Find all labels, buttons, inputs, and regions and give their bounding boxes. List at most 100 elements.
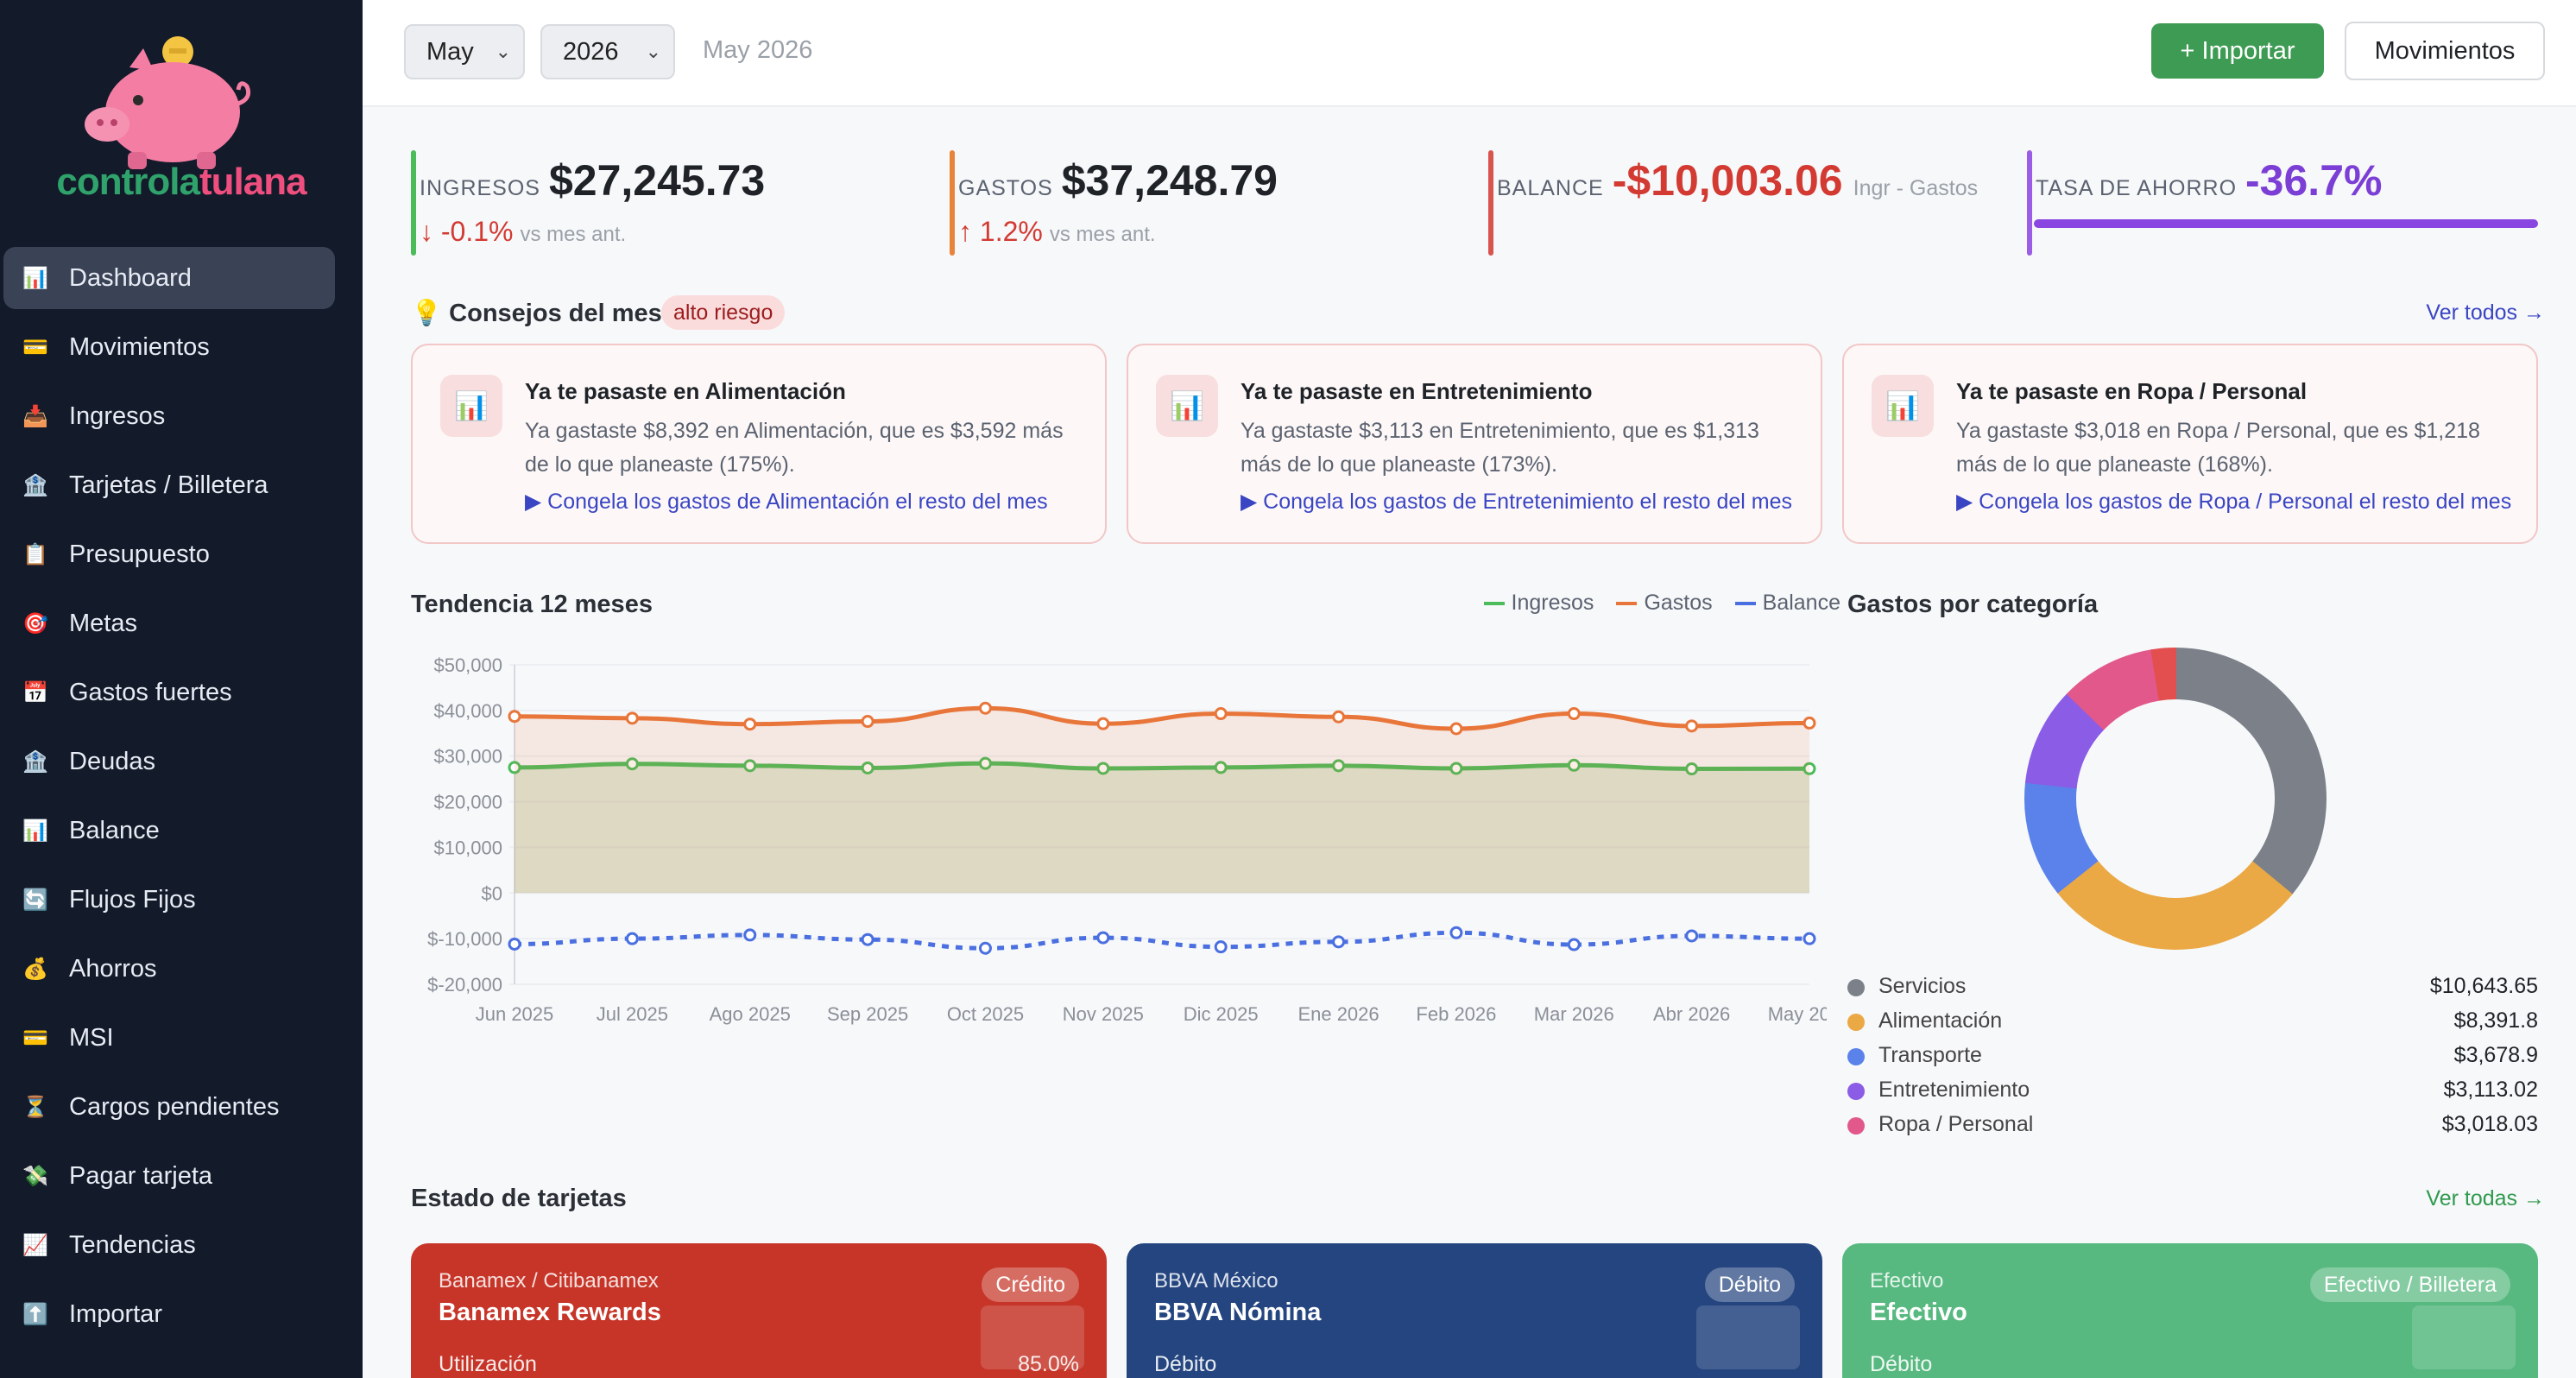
donut-slice: [2056, 859, 2293, 950]
kpi-label: TASA DE AHORRO: [2036, 176, 2238, 200]
tip-card[interactable]: 📊 Ya te pasaste en Alimentación Ya gastast…: [411, 344, 1107, 544]
category-dot: [1847, 1048, 1865, 1065]
card-chip-icon: [1696, 1305, 1800, 1369]
data-point: [1685, 719, 1699, 733]
sidebar-item[interactable]: 📋 Presupuesto: [3, 523, 335, 585]
data-point: [508, 710, 521, 724]
data-point: [861, 715, 874, 729]
kpi-sub: vs mes ant.: [520, 223, 627, 246]
legend-item: Gastos: [1616, 591, 1713, 616]
sidebar-item-label: Movimientos: [69, 332, 210, 361]
x-tick-label: Abr 2026: [1653, 1003, 1730, 1025]
trend-legend: Ingresos Gastos Balance: [1483, 591, 1840, 616]
month-select[interactable]: May ⌄: [404, 24, 525, 79]
nav-icon: 💰: [22, 957, 48, 981]
movements-button[interactable]: Movimientos: [2345, 22, 2545, 80]
legend-label: Ingresos: [1511, 591, 1594, 615]
cards-view-all-link[interactable]: Ver todas →: [2426, 1186, 2545, 1210]
tips-title: 💡 Consejos del mes: [411, 300, 662, 327]
card-bank: Banamex / Citibanamex: [439, 1269, 659, 1293]
sidebar-item[interactable]: 📈 Tendencias: [3, 1214, 335, 1276]
data-point: [1449, 722, 1463, 736]
sidebar-item[interactable]: ⬆️ Importar: [3, 1283, 335, 1345]
nav-icon: ⬆️: [22, 1302, 48, 1326]
sidebar-item-label: MSI: [69, 1023, 114, 1052]
nav-icon: 📥: [22, 404, 48, 428]
tip-body: Ya gastaste $3,113 en Entretenimiento, q…: [1241, 419, 1759, 477]
account-card[interactable]: Efectivo Efectivo Efectivo / Billetera Débi…: [1842, 1243, 2538, 1378]
category-dot: [1847, 979, 1865, 996]
sidebar-item[interactable]: 📥 Ingresos: [3, 385, 335, 447]
card-bank: Efectivo: [1870, 1269, 1944, 1293]
tip-action-link[interactable]: ▶ Congela los gastos de Alimentación el …: [525, 490, 1048, 514]
sidebar-item-label: Importar: [69, 1299, 162, 1328]
category-row[interactable]: Transporte $3,678.9: [1847, 1041, 2538, 1076]
kpi-gastos: GASTOS $37,248.79 ↑ 1.2% vs mes ant.: [950, 150, 1433, 256]
tip-action-link[interactable]: ▶ Congela los gastos de Ropa / Personal …: [1956, 490, 2512, 514]
data-point: [1214, 940, 1228, 954]
sidebar-item[interactable]: ⏳ Cargos pendientes: [3, 1076, 335, 1138]
sidebar-item[interactable]: 🎯 Metas: [3, 592, 335, 654]
sidebar-item[interactable]: 🔄 Flujos Fijos: [3, 869, 335, 931]
sidebar-item[interactable]: 📊 Balance: [3, 800, 335, 862]
card-name: Banamex Rewards: [439, 1299, 661, 1326]
category-row[interactable]: Entretenimiento $3,113.02: [1847, 1076, 2538, 1110]
x-tick-label: Oct 2025: [947, 1003, 1024, 1025]
data-point: [1096, 931, 1110, 945]
sidebar-item[interactable]: 📅 Gastos fuertes: [3, 661, 335, 724]
kpi-delta: ↑ 1.2%: [958, 216, 1043, 247]
tips-view-all-link[interactable]: Ver todos →: [2426, 300, 2545, 325]
category-name: Transporte: [1878, 1043, 1982, 1067]
data-point: [1803, 762, 1816, 775]
sidebar-item[interactable]: 📊 Dashboard: [3, 247, 335, 309]
data-point: [508, 761, 521, 774]
import-button[interactable]: + Importar: [2151, 23, 2324, 79]
category-amount: $3,678.9: [2453, 1043, 2538, 1067]
data-point: [978, 701, 992, 715]
account-card[interactable]: BBVA México BBVA Nómina Débito Débito: [1127, 1243, 1822, 1378]
card-type-badge: Crédito: [982, 1267, 1079, 1302]
sidebar-item[interactable]: 💳 Movimientos: [3, 316, 335, 378]
kpi-value: $37,248.79: [1061, 156, 1278, 205]
data-point: [1332, 710, 1346, 724]
brand-wordmark: controlatulana: [56, 161, 306, 203]
data-point: [1096, 717, 1110, 730]
card-type-badge: Efectivo / Billetera: [2309, 1267, 2510, 1302]
tip-body: Ya gastaste $3,018 en Ropa / Personal, q…: [1956, 419, 2480, 477]
nav-icon: 📊: [22, 266, 48, 290]
x-tick-label: Feb 2026: [1416, 1003, 1496, 1025]
card-util-value: 85.0%: [1018, 1352, 1079, 1376]
sidebar-item[interactable]: 🏦 Deudas: [3, 730, 335, 793]
x-tick-label: May 2026: [1768, 1003, 1827, 1025]
tip-body: Ya gastaste $8,392 en Alimentación, que …: [525, 419, 1064, 477]
category-row[interactable]: Ropa / Personal $3,018.03: [1847, 1110, 2538, 1145]
sidebar-item[interactable]: 💳 MSI: [3, 1007, 335, 1069]
tip-card[interactable]: 📊 Ya te pasaste en Entretenimiento Ya gast…: [1127, 344, 1822, 544]
year-select[interactable]: 2026 ⌄: [540, 24, 675, 79]
x-tick-label: Ene 2026: [1297, 1003, 1379, 1025]
kpi-sub: Ingr - Gastos: [1853, 176, 1979, 200]
account-card[interactable]: Banamex / Citibanamex Banamex Rewards Créd…: [411, 1243, 1107, 1378]
tip-action-link[interactable]: ▶ Congela los gastos de Entretenimiento …: [1241, 490, 1793, 514]
data-point: [1567, 938, 1581, 951]
data-point: [743, 759, 757, 773]
nav-icon: 📋: [22, 542, 48, 566]
sidebar-item-label: Deudas: [69, 747, 155, 775]
sidebar-item[interactable]: 💸 Pagar tarjeta: [3, 1145, 335, 1207]
sidebar-item[interactable]: 🏦 Tarjetas / Billetera: [3, 454, 335, 516]
legend-label: Balance: [1762, 591, 1840, 615]
data-point: [1685, 762, 1699, 776]
category-row[interactable]: Alimentación $8,391.8: [1847, 1007, 2538, 1041]
data-point: [1685, 929, 1699, 943]
sidebar-item-label: Metas: [69, 609, 137, 637]
sidebar-item-label: Ingresos: [69, 401, 166, 430]
sidebar-item-label: Pagar tarjeta: [69, 1161, 213, 1190]
tip-card[interactable]: 📊 Ya te pasaste en Ropa / Personal Ya gast…: [1842, 344, 2538, 544]
category-amount: $3,018.03: [2441, 1112, 2538, 1136]
category-row[interactable]: Servicios $10,643.65: [1847, 972, 2538, 1007]
savings-rate-bar: [2034, 219, 2538, 228]
legend-swatch: [1616, 602, 1638, 606]
data-point: [1332, 935, 1346, 949]
sidebar-item[interactable]: 💰 Ahorros: [3, 938, 335, 1000]
nav-icon: 💳: [22, 1026, 48, 1050]
